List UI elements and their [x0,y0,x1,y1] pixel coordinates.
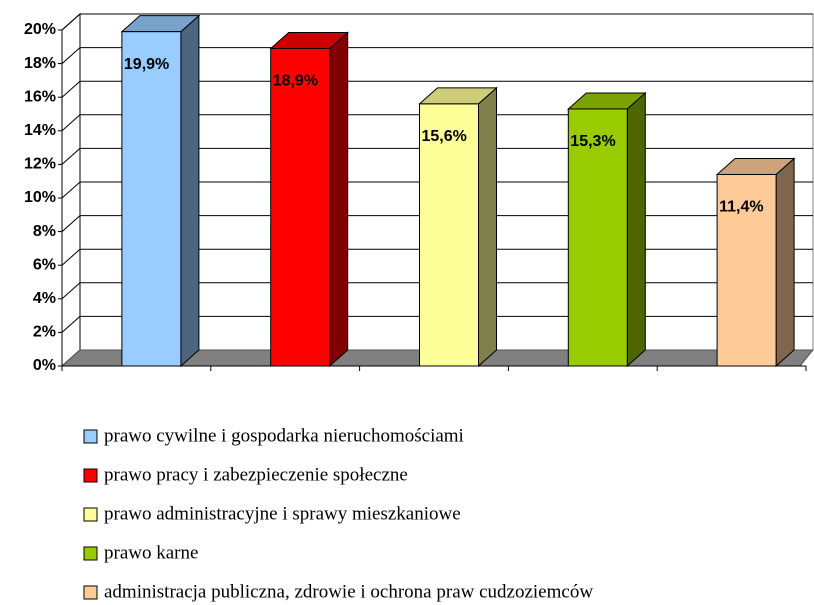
legend-swatch [83,507,98,522]
bar [419,103,479,367]
grid-line [61,114,81,132]
legend-label: administracja publiczna, zdrowie i ochro… [104,581,593,602]
grid-line [61,282,81,300]
y-tick-label: 16% [24,88,56,105]
grid-line [61,181,81,199]
y-tick-label: 18% [24,55,56,72]
bar-side [329,31,349,368]
bar-side [775,157,795,368]
value-label: 15,3% [570,133,615,150]
bar-side [478,86,497,368]
bar-side [180,14,200,368]
grid-line [61,215,81,232]
bar [716,173,777,367]
grid-line [61,316,81,333]
value-label: 18,9% [273,73,318,90]
y-tick-label: 10% [24,189,56,206]
value-label: 19,9% [124,56,169,73]
grid-line [61,80,81,98]
legend-label: prawo karne [104,542,198,563]
grid-line [61,13,81,31]
legend-label: prawo administracyjne i sprawy mieszkani… [104,503,461,524]
legend-label: prawo cywilne i gospodarka nieruchomości… [104,425,464,446]
bar [567,108,628,367]
legend-swatch [83,546,98,561]
grid-line [61,248,81,266]
legend-label: prawo pracy i zabezpieczenie społeczne [104,464,408,485]
grid-line [61,47,81,64]
legend-swatch [83,585,98,600]
y-tick-label: 0% [33,357,56,374]
y-tick-label: 8% [33,223,56,240]
bar [121,31,182,367]
y-tick-label: 2% [33,324,56,341]
y-tick-label: 14% [24,122,56,139]
value-label: 15,6% [422,128,467,145]
y-tick-label: 20% [24,21,56,38]
y-tick-label: 6% [33,256,56,273]
grid-line [61,148,81,165]
value-label: 11,4% [719,199,763,216]
bar [270,47,331,367]
y-tick-label: 4% [33,290,56,307]
bar-side [626,91,646,368]
y-tick-label: 12% [24,156,56,173]
legend-swatch [83,429,98,444]
legend-swatch [83,468,98,483]
